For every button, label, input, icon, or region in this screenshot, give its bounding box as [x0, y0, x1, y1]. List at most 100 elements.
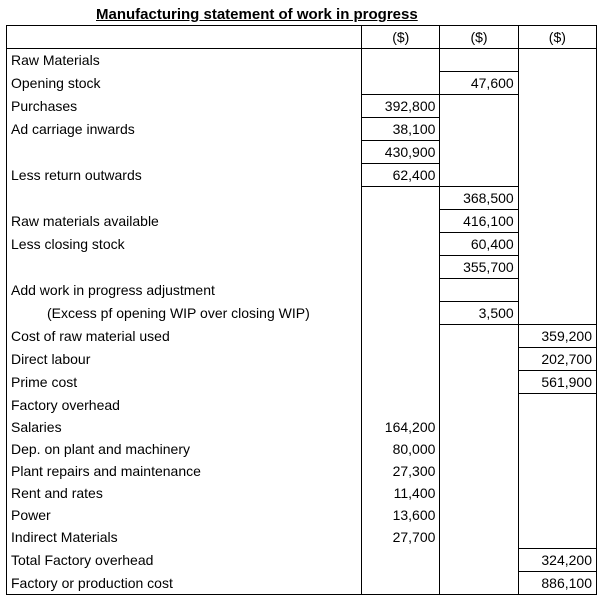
header-blank [7, 26, 362, 49]
rm-available-label: Raw materials available [7, 210, 362, 233]
opening-stock-label: Opening stock [7, 72, 362, 95]
prime-cost-c3: 561,900 [518, 371, 596, 394]
cell [362, 233, 440, 256]
cell [362, 49, 440, 72]
row-less-closing: Less closing stock 60,400 [7, 233, 597, 256]
power-c1: 13,600 [362, 504, 440, 526]
total-foh-c3: 324,200 [518, 549, 596, 572]
factory-oh-label: Factory overhead [7, 394, 362, 417]
cell [440, 526, 518, 549]
cell [518, 164, 596, 187]
cell [440, 394, 518, 417]
wip-excess-label: (Excess pf opening WIP over closing WIP) [7, 302, 362, 325]
ad-carriage-label: Ad carriage inwards [7, 118, 362, 141]
total-foh-label: Total Factory overhead [7, 549, 362, 572]
cell [7, 256, 362, 279]
wip-excess-c2: 3,500 [440, 302, 518, 325]
row-salaries: Salaries 164,200 [7, 416, 597, 438]
rent-label: Rent and rates [7, 482, 362, 504]
row-opening-stock: Opening stock 47,600 [7, 72, 597, 95]
row-power: Power 13,600 [7, 504, 597, 526]
subtotal1-c1: 430,900 [362, 141, 440, 164]
cell [518, 504, 596, 526]
cell [440, 482, 518, 504]
cell [440, 438, 518, 460]
less-closing-c2: 60,400 [440, 233, 518, 256]
cell [518, 141, 596, 164]
cell [440, 504, 518, 526]
row-cost-rm-used: Cost of raw material used 359,200 [7, 325, 597, 348]
less-return-label: Less return outwards [7, 164, 362, 187]
rm-available-c2: 416,100 [440, 210, 518, 233]
header-c2: ($) [440, 26, 518, 49]
cost-rm-used-c3: 359,200 [518, 325, 596, 348]
cell [362, 210, 440, 233]
cell [362, 572, 440, 595]
cell [518, 256, 596, 279]
cell [362, 348, 440, 371]
dep-label: Dep. on plant and machinery [7, 438, 362, 460]
cell [440, 95, 518, 118]
cell [440, 460, 518, 482]
cell [440, 371, 518, 394]
cell [518, 302, 596, 325]
cell [518, 438, 596, 460]
subtotal2-c2: 368,500 [440, 187, 518, 210]
row-subtotal2: 368,500 [7, 187, 597, 210]
repairs-label: Plant repairs and maintenance [7, 460, 362, 482]
row-indirect: Indirect Materials 27,700 [7, 526, 597, 549]
cell [440, 325, 518, 348]
cell [440, 572, 518, 595]
cell [518, 460, 596, 482]
prime-cost-label: Prime cost [7, 371, 362, 394]
row-subtotal1: 430,900 [7, 141, 597, 164]
header-row: ($) ($) ($) [7, 26, 597, 49]
cell [440, 416, 518, 438]
row-raw-materials: Raw Materials [7, 49, 597, 72]
cell [518, 95, 596, 118]
direct-labour-c3: 202,700 [518, 348, 596, 371]
cell [518, 233, 596, 256]
cost-rm-used-label: Cost of raw material used [7, 325, 362, 348]
row-dep: Dep. on plant and machinery 80,000 [7, 438, 597, 460]
header-c3: ($) [518, 26, 596, 49]
row-total-foh: Total Factory overhead 324,200 [7, 549, 597, 572]
power-label: Power [7, 504, 362, 526]
cell [362, 394, 440, 417]
dep-c1: 80,000 [362, 438, 440, 460]
cell [518, 72, 596, 95]
direct-labour-label: Direct labour [7, 348, 362, 371]
row-direct-labour: Direct labour 202,700 [7, 348, 597, 371]
indirect-c1: 27,700 [362, 526, 440, 549]
row-factory-cost: Factory or production cost 886,100 [7, 572, 597, 595]
row-add-wip: Add work in progress adjustment [7, 279, 597, 302]
row-subtotal3: 355,700 [7, 256, 597, 279]
cell [440, 348, 518, 371]
cell [440, 549, 518, 572]
ad-carriage-c1: 38,100 [362, 118, 440, 141]
row-wip-excess: (Excess pf opening WIP over closing WIP)… [7, 302, 597, 325]
row-purchases: Purchases 392,800 [7, 95, 597, 118]
cell [440, 49, 518, 72]
cell [362, 302, 440, 325]
cell [518, 187, 596, 210]
row-rent: Rent and rates 11,400 [7, 482, 597, 504]
subtotal3-c2: 355,700 [440, 256, 518, 279]
rent-c1: 11,400 [362, 482, 440, 504]
row-rm-available: Raw materials available 416,100 [7, 210, 597, 233]
cell [362, 279, 440, 302]
cell [362, 371, 440, 394]
cell [518, 482, 596, 504]
cell [440, 141, 518, 164]
cell [518, 526, 596, 549]
salaries-c1: 164,200 [362, 416, 440, 438]
cell [440, 279, 518, 302]
purchases-label: Purchases [7, 95, 362, 118]
cell [440, 164, 518, 187]
add-wip-label: Add work in progress adjustment [7, 279, 362, 302]
opening-stock-c2: 47,600 [440, 72, 518, 95]
cell [362, 549, 440, 572]
cell [518, 210, 596, 233]
cell [518, 49, 596, 72]
cell [7, 141, 362, 164]
